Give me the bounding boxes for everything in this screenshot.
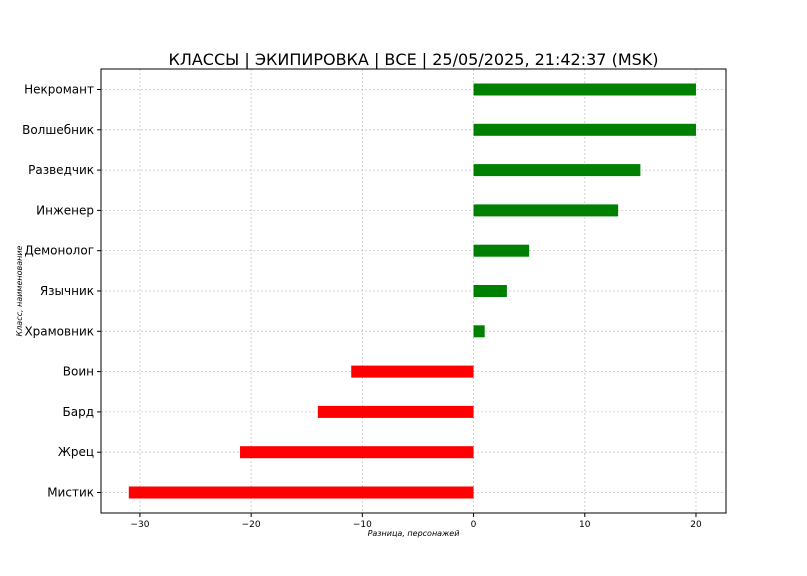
y-tick-label: Язычник — [40, 284, 94, 298]
bar-5 — [473, 244, 530, 257]
y-tick-label: Жрец — [58, 445, 94, 459]
bar-4 — [473, 204, 619, 217]
bar-6 — [473, 285, 507, 297]
y-tick-label: Бард — [63, 405, 95, 419]
bar-3 — [473, 164, 641, 177]
bar-1 — [473, 83, 696, 96]
x-axis-label: Разница, персонажей — [368, 529, 460, 538]
chart-title: КЛАССЫ | ЭКИПИРОВКА | ВСЕ | 25/05/2025, … — [168, 50, 658, 69]
y-tick-label: Инженер — [36, 203, 94, 217]
x-tick-label: 20 — [690, 520, 702, 530]
y-tick-label: Воин — [63, 365, 94, 379]
x-tick-label: 10 — [579, 520, 591, 530]
bar-11 — [128, 486, 474, 499]
bar-10 — [240, 446, 474, 459]
bar-9 — [317, 405, 474, 418]
bar-8 — [351, 365, 474, 378]
x-tick-label: −30 — [130, 520, 149, 530]
x-tick-label: −10 — [353, 520, 372, 530]
y-tick-label: Разведчик — [28, 163, 94, 177]
y-tick-label: Храмовник — [24, 324, 94, 338]
y-tick-label: Некромант — [24, 83, 94, 97]
x-tick-label: −20 — [242, 520, 261, 530]
bar-2 — [473, 123, 696, 136]
y-tick-label: Волшебник — [22, 123, 94, 137]
ticks: −30 −20 −10 0 10 20 Некромант Волшебник Разведчи… — [22, 83, 702, 531]
y-tick-label: Мистик — [47, 486, 94, 500]
bar-7 — [473, 325, 485, 338]
y-axis-label: Класс, наименование — [15, 245, 24, 336]
x-tick-label: 0 — [471, 520, 477, 530]
y-tick-label: Демонолог — [24, 244, 94, 258]
bars — [128, 83, 696, 499]
